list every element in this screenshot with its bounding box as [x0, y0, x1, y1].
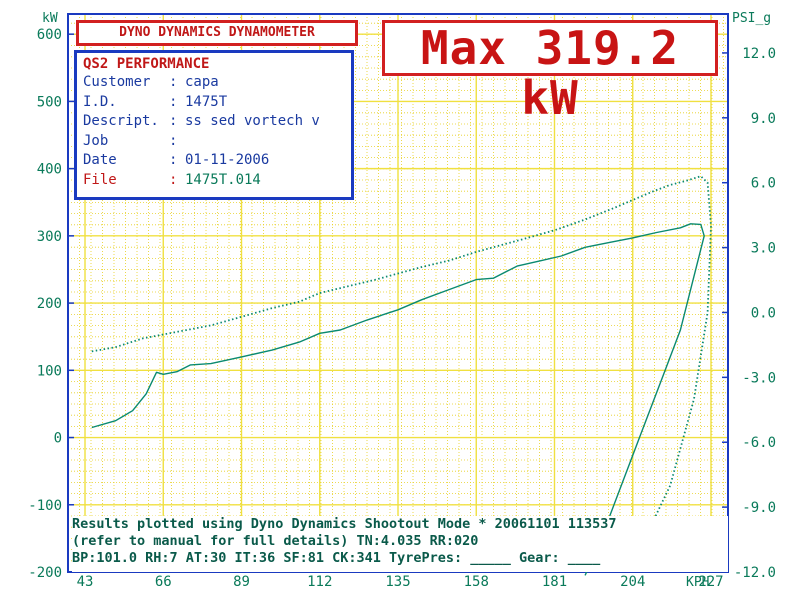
results-footer: Results plotted using Dyno Dynamics Shoo…	[72, 516, 728, 572]
info-sep: :	[169, 171, 178, 188]
right-tick-label: -6.0	[742, 435, 776, 451]
plot-border	[67, 13, 729, 573]
info-row-date: Date : 01-11-2006	[83, 151, 345, 171]
info-sep: :	[169, 113, 178, 129]
info-sep: :	[169, 152, 178, 168]
x-axis-unit: KPH	[686, 575, 709, 590]
info-sep: :	[169, 93, 178, 110]
power-kw-trace	[91, 223, 705, 576]
dyno-title: DYNO DYNAMICS DYNAMOMETER	[76, 20, 358, 46]
right-tick-label: 0.0	[751, 305, 776, 321]
right-tick-label: 6.0	[751, 176, 776, 192]
info-row-customer: Customer : capa	[83, 73, 345, 93]
chart-axes: 600 500 400 300 200 100 0 -100 -200 12.0 9.0 6.0 3.0…	[28, 27, 776, 590]
right-axis-unit: PSI_g	[732, 11, 771, 26]
left-tick-label: -200	[28, 565, 62, 581]
right-tick-label: -9.0	[742, 500, 776, 516]
info-key: Job	[83, 132, 109, 149]
info-key: Descript.	[83, 113, 159, 129]
x-tick-label: 43	[77, 574, 94, 590]
right-tick-label: 3.0	[751, 241, 776, 257]
x-tick-label: 204	[620, 574, 645, 590]
info-sep: :	[169, 132, 178, 149]
info-key: Date	[83, 152, 117, 168]
info-row-job: Job :	[83, 132, 345, 152]
footer-line-1: Results plotted using Dyno Dynamics Shoo…	[72, 516, 617, 532]
info-key: Customer	[83, 74, 151, 90]
x-tick-label: 66	[155, 574, 172, 590]
right-tick-label: -12.0	[734, 565, 776, 581]
left-tick-label: 500	[37, 94, 62, 110]
footer-line-2: (refer to manual for full details) TN:4.…	[72, 533, 479, 549]
info-value: 1475T.014	[185, 171, 261, 188]
x-tick-label: 135	[385, 574, 410, 590]
x-tick-label: 227	[698, 574, 723, 590]
left-tick-label: 200	[37, 296, 62, 312]
info-heading: QS2 PERFORMANCE	[83, 56, 210, 72]
info-row-id: I.D. : 1475T	[83, 93, 345, 113]
max-power-readout: Max 319.2 kW	[382, 20, 718, 123]
footer-line-3: BP:101.0 RH:7 AT:30 IT:36 SF:81 CK:341 T…	[72, 550, 601, 566]
left-tick-label: 0	[54, 431, 62, 447]
left-tick-label: 600	[37, 27, 62, 43]
run-info-panel: QS2 PERFORMANCE Customer : capa I.D. : 1…	[74, 50, 354, 200]
x-tick-label: 112	[307, 574, 332, 590]
info-row-file: File : 1475T.014	[83, 171, 345, 191]
info-value: ss sed vortech v	[185, 113, 320, 129]
x-tick-label: 158	[464, 574, 489, 590]
chart-series	[91, 175, 712, 576]
info-key: File	[83, 171, 117, 188]
right-tick-label: -3.0	[742, 370, 776, 386]
left-tick-label: 400	[37, 162, 62, 178]
info-value: 1475T	[185, 93, 228, 110]
info-value: capa	[185, 74, 219, 90]
left-tick-label: -100	[28, 498, 62, 514]
right-tick-label: 12.0	[742, 46, 776, 62]
info-key: I.D.	[83, 93, 117, 110]
x-tick-label: 89	[233, 574, 250, 590]
info-value: 01-11-2006	[185, 152, 270, 168]
x-tick-label: 181	[542, 574, 567, 590]
info-row-description: Descript. : ss sed vortech v	[83, 112, 345, 132]
left-tick-label: 100	[37, 363, 62, 379]
left-tick-label: 300	[37, 229, 62, 245]
info-sep: :	[169, 74, 178, 90]
right-tick-label: 9.0	[751, 111, 776, 127]
left-axis-unit: kW	[42, 11, 58, 26]
